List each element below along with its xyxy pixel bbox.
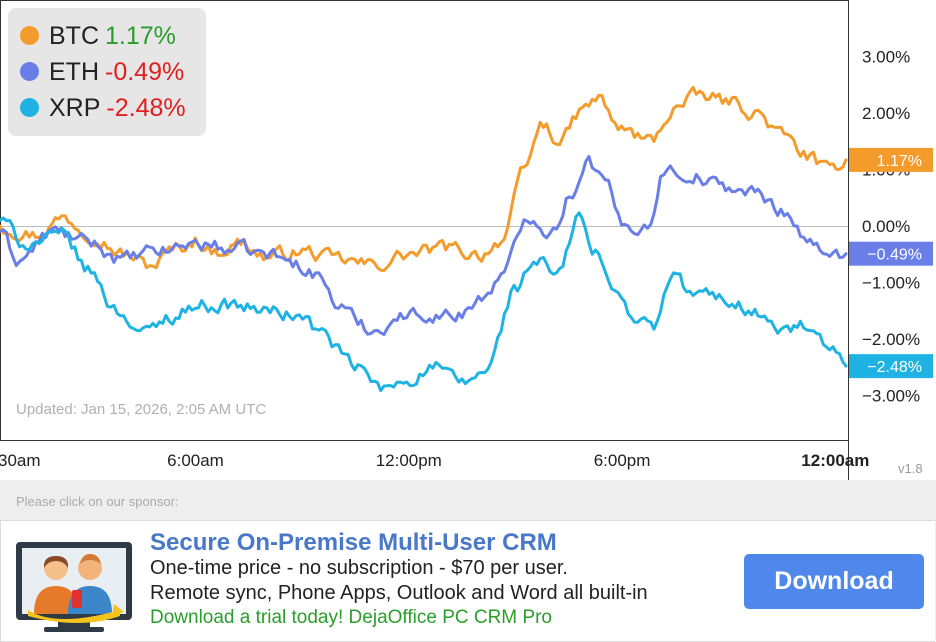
legend-item-eth[interactable]: ETH -0.49% bbox=[20, 54, 184, 90]
series-line-eth bbox=[0, 154, 848, 337]
version-label: v1.8 bbox=[898, 461, 923, 476]
x-tick-label: 12:00pm bbox=[376, 451, 442, 470]
series-line-xrp bbox=[0, 211, 848, 393]
legend-change: -0.49% bbox=[105, 58, 185, 86]
x-tick-label: 6:00pm bbox=[594, 451, 651, 470]
updated-timestamp: Updated: Jan 15, 2026, 2:05 AM UTC bbox=[16, 401, 267, 418]
sponsor-section: Please click on our sponsor: Secure On-P… bbox=[0, 480, 936, 642]
eth-dot-icon bbox=[20, 61, 39, 81]
end-badge-eth bbox=[849, 241, 933, 266]
end-badge-btc bbox=[849, 147, 933, 172]
sponsor-line-2: Remote sync, Phone Apps, Outlook and Wor… bbox=[150, 582, 648, 604]
crm-people-monitor-icon bbox=[16, 542, 132, 632]
price-chart: 3.00%2.00%1.00%0.00%−1.00%−2.00%−3.00%30… bbox=[0, 0, 933, 480]
legend: BTC 1.17% ETH -0.49% XRP -2.48% bbox=[8, 8, 206, 136]
legend-name: BTC bbox=[49, 22, 99, 50]
sponsor-title[interactable]: Secure On-Premise Multi-User CRM bbox=[150, 529, 557, 556]
y-tick-label: 2.00% bbox=[862, 104, 910, 123]
y-tick-label: 3.00% bbox=[862, 48, 910, 67]
chart-area: 3.00%2.00%1.00%0.00%−1.00%−2.00%−3.00%30… bbox=[0, 0, 933, 480]
y-tick-label: 0.00% bbox=[862, 217, 910, 236]
sponsor-label: Please click on our sponsor: bbox=[16, 494, 179, 509]
series-line-btc bbox=[0, 86, 848, 272]
xrp-dot-icon bbox=[20, 97, 39, 117]
legend-item-btc[interactable]: BTC 1.17% bbox=[20, 18, 176, 54]
legend-change: -2.48% bbox=[106, 94, 186, 122]
end-label-btc: 1.17% bbox=[877, 153, 922, 170]
btc-dot-icon bbox=[20, 25, 39, 45]
end-label-xrp: −2.48% bbox=[867, 359, 922, 376]
end-label-eth: −0.49% bbox=[867, 247, 922, 264]
x-tick-label: 30am bbox=[0, 451, 41, 470]
x-tick-label: 6:00am bbox=[167, 451, 224, 470]
legend-item-xrp[interactable]: XRP -2.48% bbox=[20, 90, 186, 126]
y-tick-label: −1.00% bbox=[862, 274, 920, 293]
sponsor-ad[interactable]: Secure On-Premise Multi-User CRM One-tim… bbox=[0, 520, 935, 642]
y-tick-label: −3.00% bbox=[862, 387, 920, 406]
end-badge-xrp bbox=[849, 354, 933, 379]
legend-name: XRP bbox=[49, 94, 101, 122]
legend-change: 1.17% bbox=[105, 22, 176, 50]
x-tick-label: 12:00am bbox=[801, 451, 869, 470]
sponsor-line-1: One-time price - no subscription - $70 p… bbox=[150, 557, 568, 579]
download-button[interactable]: Download bbox=[744, 554, 924, 609]
y-tick-label: −2.00% bbox=[862, 330, 920, 349]
sponsor-line-3[interactable]: Download a trial today! DejaOffice PC CR… bbox=[150, 607, 552, 628]
legend-name: ETH bbox=[49, 58, 99, 86]
